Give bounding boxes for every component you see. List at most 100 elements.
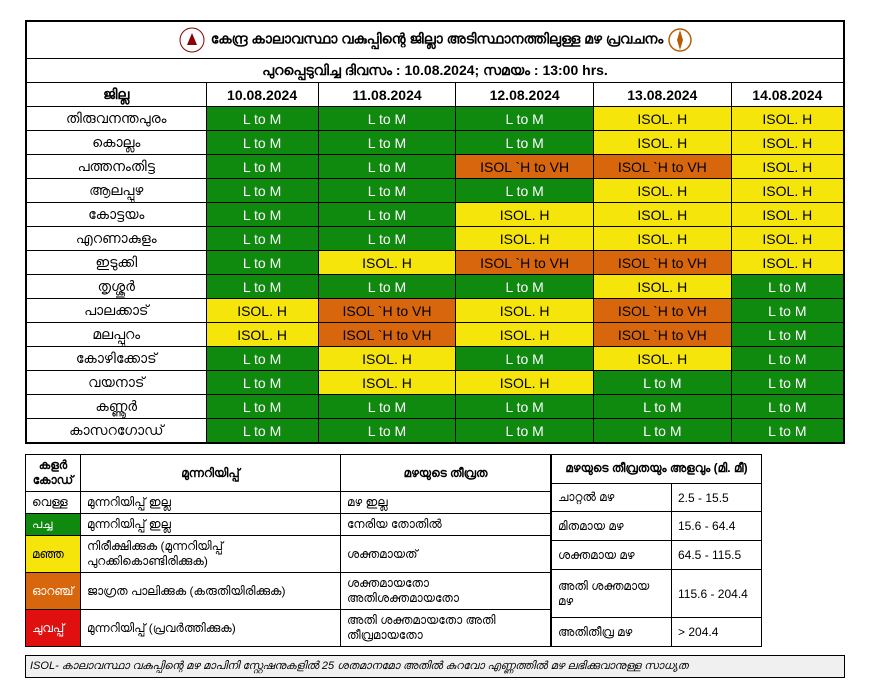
forecast-cell: L to M <box>593 419 731 444</box>
table-row: കോഴിക്കോട്L to MISOL. HL to MISOL. HL to… <box>26 347 844 371</box>
table-row: തിരുവനന്തപുരംL to ML to ML to MISOL. HIS… <box>26 107 844 131</box>
forecast-cell: L to M <box>318 179 456 203</box>
forecast-cell: L to M <box>456 107 594 131</box>
forecast-cell: L to M <box>318 155 456 179</box>
table-row: വയനാട്L to MISOL. HISOL. HL to ML to M <box>26 371 844 395</box>
legend-row: മഞ്ഞനിരീക്ഷിക്കുക (മുന്നറിയിപ്പ് പുറക്കി… <box>26 536 551 573</box>
forecast-cell: ISOL `H to VH <box>593 155 731 179</box>
forecast-cell: ISOL `H to VH <box>318 323 456 347</box>
legend-row: ശക്തമായ മഴ64.5 - 115.5 <box>552 541 762 570</box>
intensity-text: മഴ ഇല്ല <box>341 492 551 514</box>
district-cell: ഇടുക്കി <box>26 251 206 275</box>
page-title: കേന്ദ്ര കാലാവസ്ഥാ വകുപ്പിന്റെ ജില്ലാ അടി… <box>211 31 663 47</box>
forecast-cell: ISOL. H <box>593 227 731 251</box>
warning-text: മുന്നറിയിപ്പ് (പ്രവർത്തിക്കുക) <box>81 610 341 647</box>
forecast-cell: ISOL `H to VH <box>593 323 731 347</box>
rain-label: അതി ശക്തമായ മഴ <box>552 569 672 617</box>
forecast-cell: ISOL `H to VH <box>456 155 594 179</box>
forecast-cell: ISOL. H <box>593 107 731 131</box>
date-header-2: 12.08.2024 <box>456 83 594 107</box>
forecast-cell: L to M <box>206 251 318 275</box>
forecast-cell: ISOL. H <box>731 107 844 131</box>
forecast-cell: ISOL. H <box>731 251 844 275</box>
forecast-cell: ISOL. H <box>731 179 844 203</box>
rain-range: 115.6 - 204.4 <box>672 569 762 617</box>
forecast-cell: L to M <box>456 131 594 155</box>
district-cell: എറണാകുളം <box>26 227 206 251</box>
forecast-cell: L to M <box>318 203 456 227</box>
district-cell: തൃശ്ശൂർ <box>26 275 206 299</box>
forecast-cell: ISOL. H <box>206 323 318 347</box>
legend-row: പച്ചമുന്നറിയിപ്പ് ഇല്ലനേരിയ തോതിൽ <box>26 514 551 536</box>
forecast-cell: L to M <box>206 347 318 371</box>
legend-row: അതി ശക്തമായ മഴ115.6 - 204.4 <box>552 569 762 617</box>
forecast-cell: L to M <box>456 419 594 444</box>
district-cell: തിരുവനന്തപുരം <box>26 107 206 131</box>
forecast-cell: ISOL `H to VH <box>593 251 731 275</box>
district-cell: കൊല്ലം <box>26 131 206 155</box>
legend-colors-table: കളർ കോഡ് മുന്നറിയിപ്പ് മഴയുടെ തീവ്രത വെള… <box>25 454 551 647</box>
table-row: ഇടുക്കിL to MISOL. HISOL `H to VHISOL `H… <box>26 251 844 275</box>
rain-label: ചാറ്റൽ മഴ <box>552 483 672 512</box>
legend-h-warn: മുന്നറിയിപ്പ് <box>81 455 341 492</box>
forecast-cell: ISOL. H <box>318 371 456 395</box>
forecast-cell: ISOL. H <box>593 275 731 299</box>
forecast-cell: ISOL. H <box>318 347 456 371</box>
table-row: പാലക്കാട്ISOL. HISOL `H to VHISOL. HISOL… <box>26 299 844 323</box>
compass-icon <box>667 27 693 53</box>
forecast-cell: ISOL. H <box>593 203 731 227</box>
forecast-cell: L to M <box>593 371 731 395</box>
forecast-cell: L to M <box>206 371 318 395</box>
date-header-0: 10.08.2024 <box>206 83 318 107</box>
legend-row: ചുവപ്പ്മുന്നറിയിപ്പ് (പ്രവർത്തിക്കുക)അതി… <box>26 610 551 647</box>
district-cell: വയനാട് <box>26 371 206 395</box>
forecast-cell: ISOL. H <box>731 227 844 251</box>
forecast-cell: L to M <box>593 395 731 419</box>
intensity-text: ശക്തമായതോ അതിശക്തമായതോ <box>341 573 551 610</box>
rain-range: 15.6 - 64.4 <box>672 512 762 541</box>
forecast-cell: ISOL. H <box>456 227 594 251</box>
intensity-text: നേരിയ തോതിൽ <box>341 514 551 536</box>
forecast-cell: ISOL. H <box>731 155 844 179</box>
forecast-cell: L to M <box>206 227 318 251</box>
legend-row: വെള്ളമുന്നറിയിപ്പ് ഇല്ലമഴ ഇല്ല <box>26 492 551 514</box>
color-swatch: വെള്ള <box>26 492 81 514</box>
district-cell: കണ്ണൂർ <box>26 395 206 419</box>
district-cell: പാലക്കാട് <box>26 299 206 323</box>
warning-text: മുന്നറിയിപ്പ് ഇല്ല <box>81 514 341 536</box>
table-row: പത്തനംതിട്ടL to ML to MISOL `H to VHISOL… <box>26 155 844 179</box>
forecast-cell: ISOL. H <box>456 203 594 227</box>
forecast-cell: L to M <box>318 275 456 299</box>
legend-row: ചാറ്റൽ മഴ2.5 - 15.5 <box>552 483 762 512</box>
forecast-cell: L to M <box>318 227 456 251</box>
forecast-cell: L to M <box>731 299 844 323</box>
warning-text: നിരീക്ഷിക്കുക (മുന്നറിയിപ്പ് പുറക്കികൊണ്… <box>81 536 341 573</box>
forecast-table: കേന്ദ്ര കാലാവസ്ഥാ വകുപ്പിന്റെ ജില്ലാ അടി… <box>25 20 845 444</box>
table-row: കണ്ണൂർL to ML to ML to ML to ML to M <box>26 395 844 419</box>
district-cell: പത്തനംതിട്ട <box>26 155 206 179</box>
date-header-1: 11.08.2024 <box>318 83 456 107</box>
forecast-cell: ISOL. H <box>731 203 844 227</box>
forecast-cell: L to M <box>456 395 594 419</box>
forecast-cell: L to M <box>206 275 318 299</box>
forecast-cell: L to M <box>456 347 594 371</box>
rain-range: 2.5 - 15.5 <box>672 483 762 512</box>
legend-h-code: കളർ കോഡ് <box>26 455 81 492</box>
forecast-cell: ISOL `H to VH <box>456 251 594 275</box>
forecast-cell: L to M <box>456 179 594 203</box>
district-cell: കാസറഗോഡ് <box>26 419 206 444</box>
forecast-cell: L to M <box>318 131 456 155</box>
legend-h-intensity: മഴയുടെ തീവ്രത <box>341 455 551 492</box>
table-row: കൊല്ലംL to ML to ML to MISOL. HISOL. H <box>26 131 844 155</box>
intensity-text: ശക്തമായത് <box>341 536 551 573</box>
warning-text: മുന്നറിയിപ്പ് ഇല്ല <box>81 492 341 514</box>
forecast-cell: L to M <box>206 203 318 227</box>
rain-range: > 204.4 <box>672 618 762 647</box>
table-row: ആലപ്പുഴL to ML to ML to MISOL. HISOL. H <box>26 179 844 203</box>
table-row: മലപ്പുറംISOL. HISOL `H to VHISOL. HISOL … <box>26 323 844 347</box>
forecast-cell: L to M <box>456 275 594 299</box>
title-row: കേന്ദ്ര കാലാവസ്ഥാ വകുപ്പിന്റെ ജില്ലാ അടി… <box>26 21 844 59</box>
color-swatch: ഓറഞ്ച് <box>26 573 81 610</box>
forecast-cell: ISOL. H <box>456 299 594 323</box>
district-cell: കോഴിക്കോട് <box>26 347 206 371</box>
